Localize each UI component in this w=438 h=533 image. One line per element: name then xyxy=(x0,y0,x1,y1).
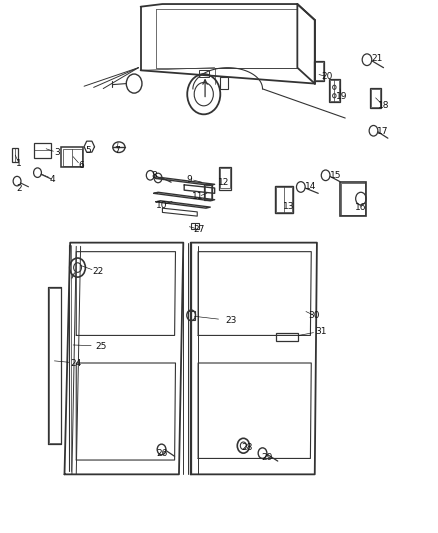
Text: 31: 31 xyxy=(315,327,327,336)
Bar xyxy=(220,168,230,188)
Text: 1: 1 xyxy=(16,159,21,167)
Text: 6: 6 xyxy=(78,161,84,170)
Text: 17: 17 xyxy=(376,127,388,136)
Text: 30: 30 xyxy=(308,311,320,320)
Text: 7: 7 xyxy=(114,147,120,156)
Bar xyxy=(63,149,82,166)
Bar xyxy=(12,148,18,161)
Text: 4: 4 xyxy=(50,174,56,183)
Bar xyxy=(220,77,228,89)
Text: 18: 18 xyxy=(378,101,389,110)
Bar xyxy=(276,188,292,212)
Bar xyxy=(205,185,211,199)
Text: 22: 22 xyxy=(92,268,104,276)
Text: 24: 24 xyxy=(71,359,82,367)
Text: 25: 25 xyxy=(95,342,106,351)
Text: 28: 28 xyxy=(242,443,253,453)
Bar xyxy=(371,90,381,108)
Bar xyxy=(340,182,366,216)
Text: 2: 2 xyxy=(16,184,21,193)
Bar xyxy=(371,88,381,109)
Text: 15: 15 xyxy=(330,171,341,180)
Bar xyxy=(219,167,231,190)
Bar xyxy=(315,62,323,80)
Text: 3: 3 xyxy=(54,148,60,157)
Bar xyxy=(276,333,298,341)
Text: 13: 13 xyxy=(283,202,294,211)
Bar xyxy=(341,183,365,215)
Bar xyxy=(187,311,195,319)
Bar xyxy=(191,223,198,229)
Text: 5: 5 xyxy=(85,147,91,156)
Bar xyxy=(204,184,212,200)
Text: 9: 9 xyxy=(187,174,192,183)
Text: 29: 29 xyxy=(261,453,272,462)
Text: 11: 11 xyxy=(192,192,204,201)
Bar xyxy=(34,143,50,158)
Text: 27: 27 xyxy=(194,225,205,234)
Text: 19: 19 xyxy=(336,92,347,101)
Text: 8: 8 xyxy=(152,171,158,180)
Bar xyxy=(328,79,340,102)
Bar xyxy=(61,147,83,167)
Text: 21: 21 xyxy=(371,54,382,63)
Bar xyxy=(314,61,324,81)
Text: 16: 16 xyxy=(355,203,366,212)
Text: 14: 14 xyxy=(305,182,316,191)
Bar xyxy=(199,70,209,77)
Text: 10: 10 xyxy=(156,201,167,210)
Bar xyxy=(329,80,339,101)
Bar xyxy=(49,288,60,443)
Text: 26: 26 xyxy=(156,449,167,458)
Bar xyxy=(275,186,293,214)
Text: 20: 20 xyxy=(321,72,332,81)
Text: 12: 12 xyxy=(218,178,229,187)
Text: 23: 23 xyxy=(226,316,237,325)
